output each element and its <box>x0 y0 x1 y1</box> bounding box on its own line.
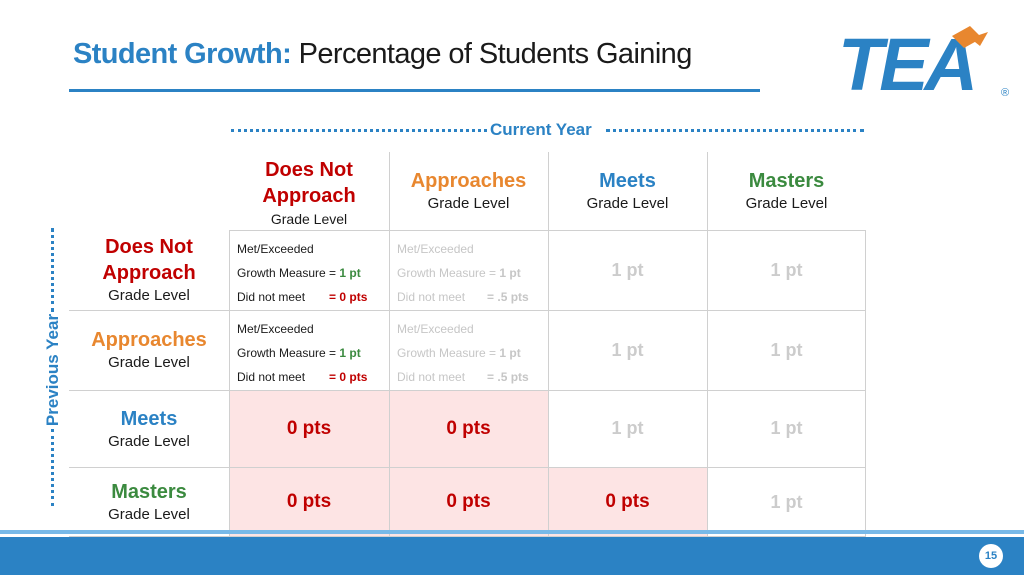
cell-dna-approaches-detail: Met/Exceeded Growth Measure = 1 pt Did n… <box>397 242 529 304</box>
slide-title: Student Growth: Percentage of Students G… <box>73 38 692 71</box>
cell-masters-dna: 0 pts <box>229 467 389 537</box>
grid-hline <box>229 230 866 231</box>
cell-dna-masters: 1 pt <box>770 259 803 280</box>
current-year-label: Current Year <box>490 120 592 139</box>
svg-text:®: ® <box>1001 87 1009 99</box>
previous-year-line-top <box>51 228 54 312</box>
grid-hline <box>69 536 866 537</box>
row-header-masters: Masters Grade Level <box>108 481 190 523</box>
col-header-approaches: Approaches Grade Level <box>410 170 527 212</box>
grid-vline <box>548 152 549 537</box>
grid-hline <box>69 467 866 468</box>
previous-year-label: Previous Year <box>43 313 62 427</box>
cell-meets-masters: 1 pt <box>770 418 803 438</box>
cell-meets-meets: 1 pt <box>611 418 644 438</box>
previous-year-line-bottom <box>51 429 54 506</box>
grid-vline <box>865 230 866 537</box>
title-underline <box>69 89 760 92</box>
row-header-meets: Meets Grade Level <box>108 407 190 450</box>
title-bold: Student Growth: <box>73 38 292 70</box>
met-exceeded-text: Met/Exceeded <box>237 242 314 256</box>
row-header-does-not-approach: Does Not Approach Grade Level <box>102 236 196 304</box>
current-year-line-left <box>231 129 487 132</box>
page-number: 15 <box>979 544 1003 568</box>
cell-meets-dna: 0 pts <box>229 390 389 467</box>
cell-approaches-dna-detail: Met/Exceeded Growth Measure = 1 pt Did n… <box>237 322 368 384</box>
col-header-masters: Masters Grade Level <box>745 170 828 212</box>
tea-logo: TEA ® <box>838 24 1009 100</box>
grid-hline <box>69 390 866 391</box>
footer-bar <box>0 537 1024 575</box>
growth-matrix: 0 pts 0 pts 0 pts 0 pts 0 pts Does Not A… <box>69 152 866 537</box>
cell-masters-masters: 1 pt <box>770 491 803 512</box>
cell-approaches-meets: 1 pt <box>611 339 644 360</box>
current-year-line-right <box>606 129 864 132</box>
col-header-meets: Meets Grade Level <box>586 170 669 212</box>
cell-approaches-masters: 1 pt <box>770 339 803 360</box>
cell-masters-meets: 0 pts <box>548 467 707 537</box>
cell-dna-meets: 1 pt <box>611 259 644 280</box>
footer-accent-stripe <box>0 530 1024 534</box>
grid-vline <box>707 152 708 537</box>
cell-masters-approaches: 0 pts <box>389 467 548 537</box>
cell-approaches-approaches-detail: Met/Exceeded Growth Measure = 1 pt Did n… <box>397 322 529 384</box>
cell-meets-approaches: 0 pts <box>389 390 548 467</box>
grid-vline <box>389 152 390 537</box>
cell-dna-dna-detail: Met/Exceeded Growth Measure = 1 pt Did n… <box>237 242 368 304</box>
row-header-approaches: Approaches Grade Level <box>91 329 207 371</box>
grid-vline <box>229 230 230 537</box>
grid-hline <box>69 310 866 311</box>
col-header-does-not-approach: Does Not Approach Grade Level <box>262 159 356 227</box>
title-rest: Percentage of Students Gaining <box>298 38 693 70</box>
